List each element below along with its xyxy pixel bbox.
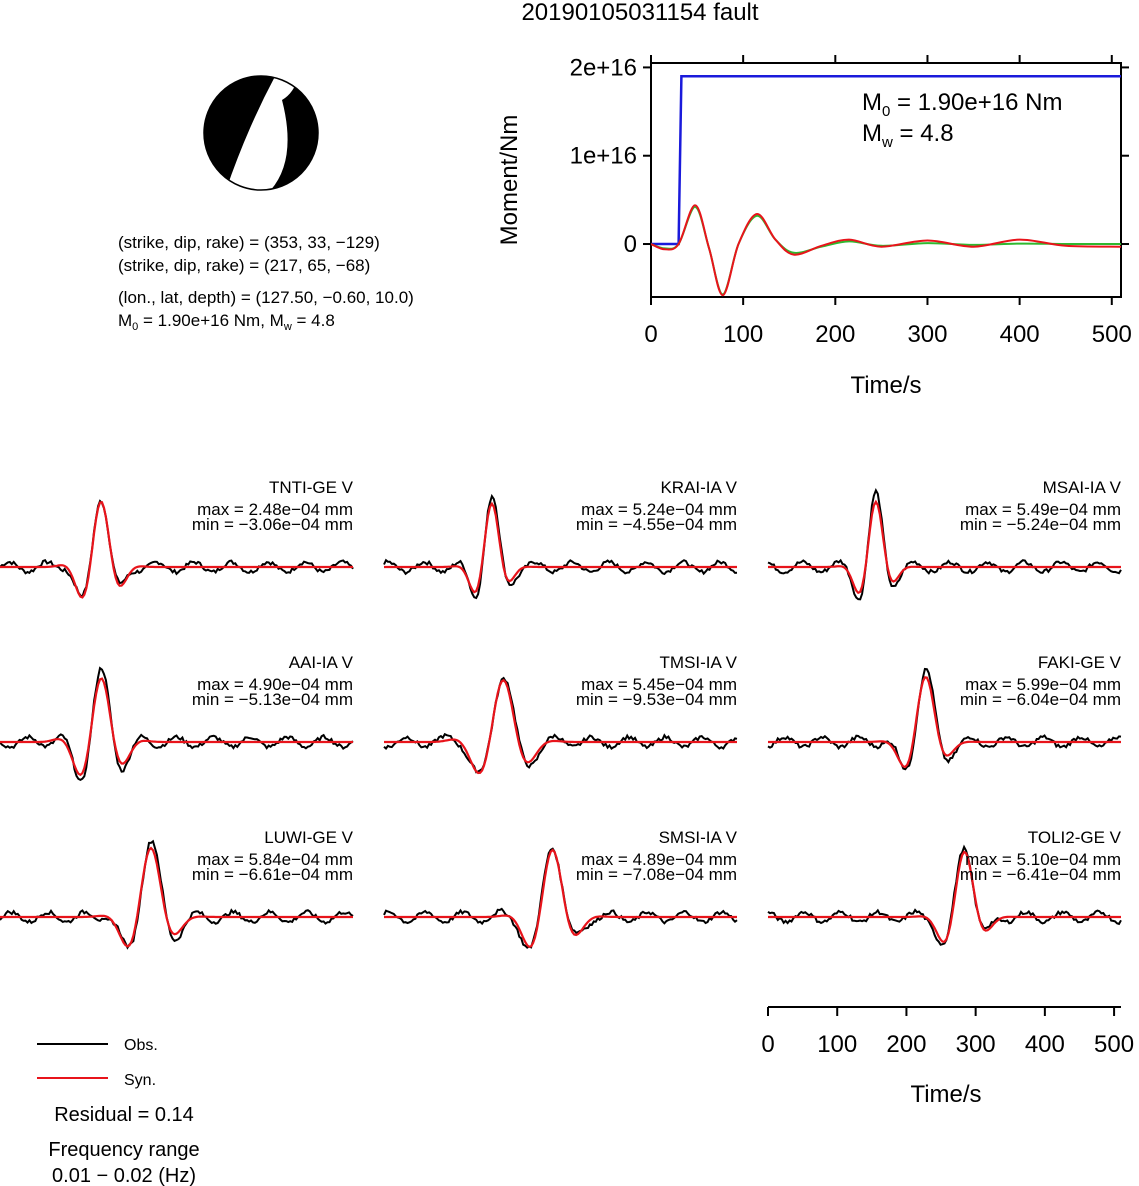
- station-name: TNTI-GE V: [269, 478, 354, 497]
- station-name: MSAI-IA V: [1043, 478, 1122, 497]
- observed-trace: [767, 844, 1122, 946]
- moment-x-tick-label: 0: [644, 321, 657, 348]
- station-name: SMSI-IA V: [659, 828, 738, 847]
- station-min: min = −6.41e−04 mm: [960, 865, 1121, 884]
- station-min: min = −5.24e−04 mm: [960, 515, 1121, 534]
- moment-x-tick-label: 200: [815, 321, 855, 348]
- station-min: min = −3.06e−04 mm: [192, 515, 353, 534]
- moment-x-ticks: 0 100 200 300 400 500: [644, 55, 1132, 348]
- synthetic-trace: [384, 848, 737, 949]
- station-max: max = 5.45e−04 mm: [581, 675, 737, 694]
- waveform-x-tick-label: 400: [1025, 1031, 1065, 1058]
- station-max: max = 5.24e−04 mm: [581, 500, 737, 519]
- synthetic-trace: [768, 499, 1121, 595]
- station-name: TMSI-IA V: [660, 653, 738, 672]
- moment-y-tick-label: 1e+16: [570, 143, 637, 170]
- waveform-x-tick-label: 100: [817, 1031, 857, 1058]
- observed-trace: [0, 499, 354, 599]
- legend-obs-label: Obs.: [124, 1037, 158, 1054]
- station-name: KRAI-IA V: [660, 478, 737, 497]
- moment-rate-line-green: [650, 205, 1122, 296]
- observed-trace: [383, 676, 738, 774]
- station-min: min = −4.55e−04 mm: [576, 515, 737, 534]
- waveform-x-label: Time/s: [910, 1081, 981, 1108]
- moment-m0-annotation: M0 = 1.90e+16 Nm: [862, 89, 1062, 120]
- legend-syn-label: Syn.: [124, 1072, 156, 1089]
- synthetic-trace: [0, 501, 353, 599]
- station-name: LUWI-GE V: [264, 828, 353, 847]
- figure-title: 20190105031154 fault: [521, 0, 758, 26]
- station-min: min = −7.08e−04 mm: [576, 865, 737, 884]
- station-max: max = 2.48e−04 mm: [197, 500, 353, 519]
- synthetic-trace: [768, 850, 1121, 943]
- station-max: max = 4.89e−04 mm: [581, 850, 737, 869]
- station-min: min = −6.04e−04 mm: [960, 690, 1121, 709]
- moment-x-label: Time/s: [850, 372, 921, 399]
- station-max: max = 5.99e−04 mm: [965, 675, 1121, 694]
- moment-y-label: Moment/Nm: [496, 115, 523, 246]
- moment-x-tick-label: 100: [723, 321, 763, 348]
- synthetic-trace: [0, 846, 353, 948]
- moment-series-group: [650, 74, 1122, 297]
- moment-chart: 0 1e+16 2e+16 0 100 200 300 400 500 Moment/Nm T…: [496, 54, 1132, 399]
- moment-x-tick-label: 500: [1092, 321, 1132, 348]
- moment-x-tick-label: 400: [1000, 321, 1040, 348]
- source-info: (strike, dip, rake) = (353, 33, −129) (s…: [118, 233, 414, 333]
- frequency-label: Frequency range: [48, 1139, 199, 1161]
- waveform-time-axis: 0 100 200 300 400 500: [761, 1006, 1134, 1058]
- info-line-1: (strike, dip, rake) = (353, 33, −129): [118, 233, 380, 252]
- station-name: AAI-IA V: [289, 653, 354, 672]
- waveform-x-tick-label: 500: [1094, 1031, 1134, 1058]
- observed-trace: [0, 666, 354, 782]
- frequency-range: 0.01 − 0.02 (Hz): [52, 1165, 196, 1186]
- station-name: FAKI-GE V: [1038, 653, 1122, 672]
- moment-y-tick-label: 2e+16: [570, 54, 637, 81]
- observed-trace: [383, 493, 738, 600]
- observed-trace: [767, 667, 1122, 771]
- observed-trace: [767, 488, 1122, 601]
- synthetic-trace: [384, 501, 737, 594]
- moment-plot-frame: [650, 62, 1122, 298]
- moment-cumulative-line: [651, 74, 1121, 246]
- synthetic-trace: [384, 678, 737, 775]
- station-min: min = −6.61e−04 mm: [192, 865, 353, 884]
- station-min: min = −9.53e−04 mm: [576, 690, 737, 709]
- station-max: max = 5.10e−04 mm: [965, 850, 1121, 869]
- station-name: TOLI2-GE V: [1028, 828, 1122, 847]
- station-max: max = 5.84e−04 mm: [197, 850, 353, 869]
- moment-mw-annotation: Mw = 4.8: [862, 120, 954, 151]
- moment-y-tick-label: 0: [624, 231, 637, 258]
- waveform-x-tick-label: 300: [956, 1031, 996, 1058]
- synthetic-trace: [768, 676, 1121, 769]
- station-max: max = 4.90e−04 mm: [197, 675, 353, 694]
- info-line-2: (strike, dip, rake) = (217, 65, −68): [118, 256, 370, 275]
- waveform-x-tick-label: 0: [761, 1031, 774, 1058]
- waveform-x-tick-label: 200: [886, 1031, 926, 1058]
- info-line-3: (lon., lat, depth) = (127.50, −0.60, 10.…: [118, 288, 414, 307]
- moment-x-tick-label: 300: [907, 321, 947, 348]
- synthetic-trace: [0, 677, 353, 777]
- observed-trace: [0, 839, 354, 950]
- station-max: max = 5.49e−04 mm: [965, 500, 1121, 519]
- legend: Obs. Syn.: [37, 1037, 158, 1089]
- info-line-4: M0 = 1.90e+16 Nm, Mw = 4.8: [118, 311, 335, 333]
- beachball-icon: [203, 75, 319, 191]
- residual-text: Residual = 0.14: [54, 1104, 194, 1126]
- moment-rate-line-red: [650, 204, 1122, 297]
- moment-y-ticks: 0 1e+16 2e+16: [570, 54, 1129, 258]
- station-min: min = −5.13e−04 mm: [192, 690, 353, 709]
